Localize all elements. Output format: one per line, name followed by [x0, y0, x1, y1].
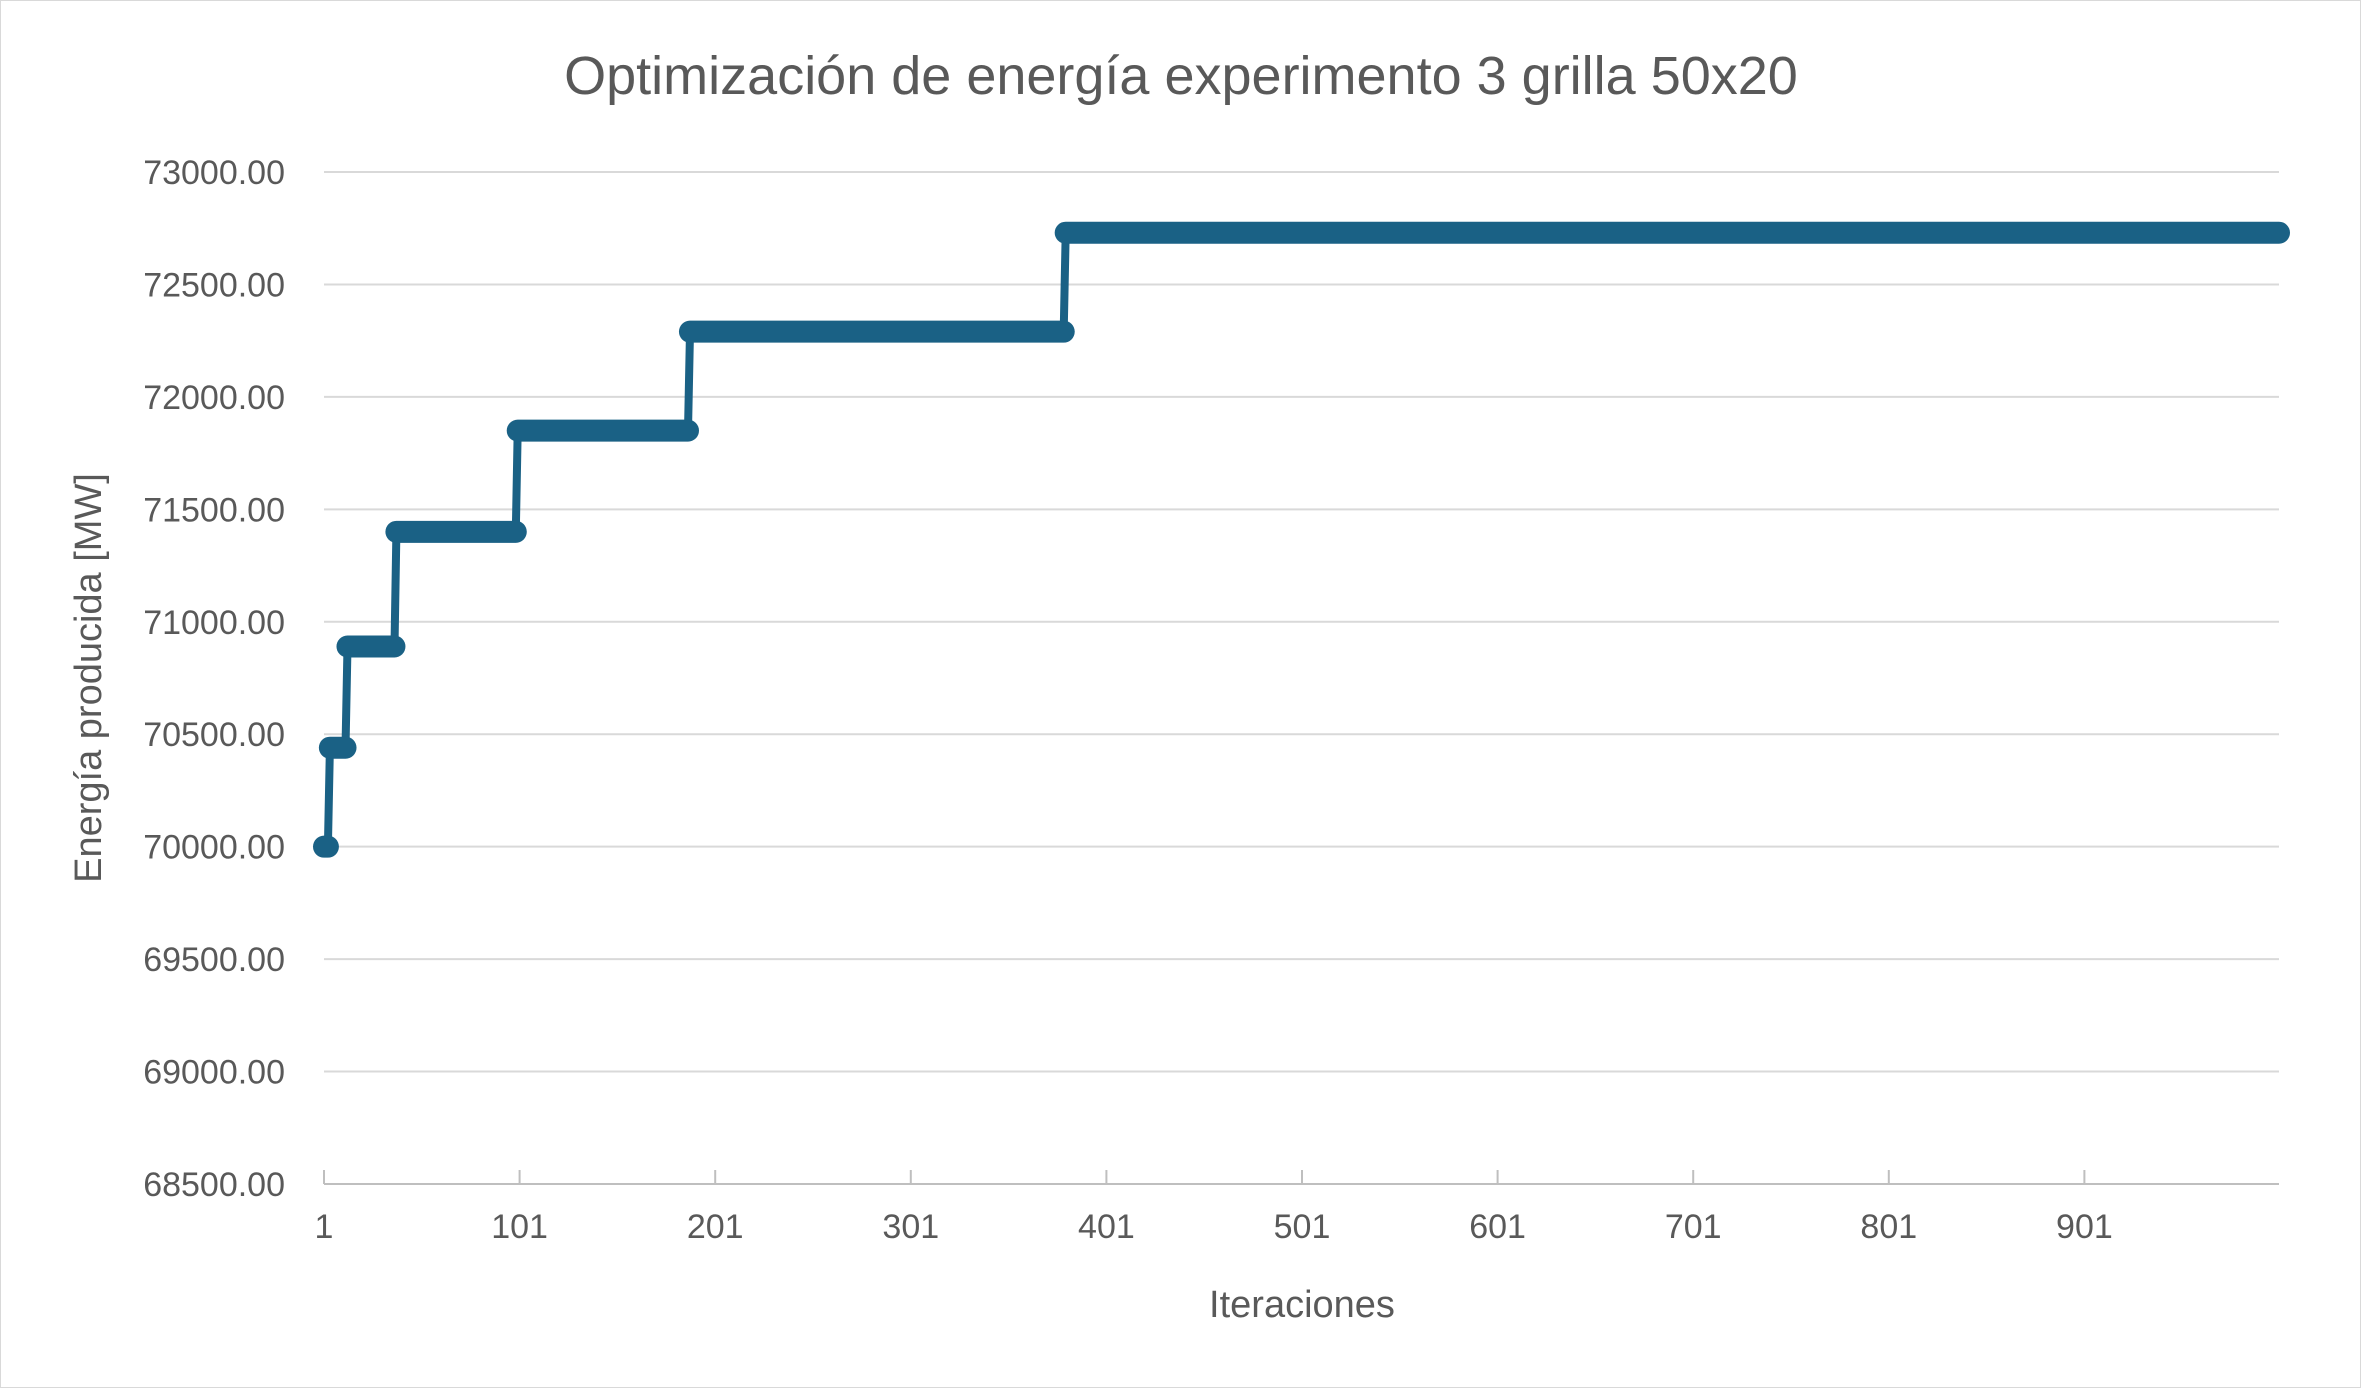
y-tick-label: 69000.00 — [143, 1054, 285, 1092]
series-layer — [313, 221, 2290, 858]
y-tick-label: 71000.00 — [143, 604, 285, 642]
y-tick-label: 70500.00 — [143, 716, 285, 754]
y-tick-label: 73000.00 — [143, 154, 285, 192]
y-axis-title: Energía producida [MW] — [68, 473, 110, 883]
gridlines — [323, 171, 2279, 1185]
series-line — [320, 228, 2283, 851]
x-tick-label: 1 — [315, 1208, 334, 1246]
y-tick-label: 72500.00 — [143, 266, 285, 304]
x-axis-title: Iteraciones — [1209, 1284, 1395, 1326]
x-tick-label: 101 — [491, 1208, 548, 1246]
y-tick-label: 69500.00 — [143, 941, 285, 979]
x-tick-label: 401 — [1078, 1208, 1135, 1246]
x-tick-label: 701 — [1665, 1208, 1722, 1246]
x-tick-labels: 1 101 201 301 401 501 601 701 801 901 — [315, 1208, 2113, 1246]
y-tick-label: 70000.00 — [143, 829, 285, 867]
x-tick-label: 501 — [1274, 1208, 1331, 1246]
x-tick-label: 801 — [1860, 1208, 1917, 1246]
y-tick-label: 71500.00 — [143, 491, 285, 529]
chart-title: Optimización de energía experimento 3 gr… — [564, 46, 1798, 106]
y-tick-labels: 68500.00 69000.00 69500.00 70000.00 70500.00… — [143, 154, 285, 1204]
x-tick-label: 201 — [687, 1208, 744, 1246]
y-tick-label: 68500.00 — [143, 1166, 285, 1204]
y-tick-label: 72000.00 — [143, 379, 285, 417]
x-tick-label: 301 — [882, 1208, 939, 1246]
x-tick-label: 901 — [2056, 1208, 2113, 1246]
x-tick-label: 601 — [1469, 1208, 1526, 1246]
